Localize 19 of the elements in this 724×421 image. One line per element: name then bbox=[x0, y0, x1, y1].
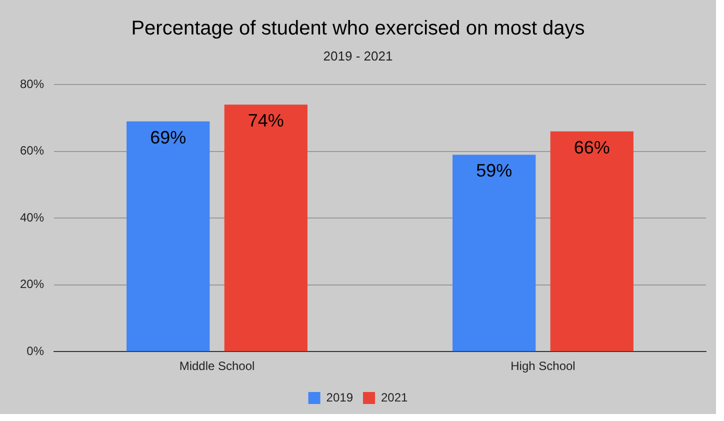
y-tick-label: 40% bbox=[20, 210, 44, 224]
data-label: 69% bbox=[150, 127, 186, 148]
bar bbox=[224, 104, 308, 352]
y-tick-label: 80% bbox=[20, 76, 44, 91]
bar bbox=[550, 131, 634, 352]
y-tick-label: 0% bbox=[26, 344, 44, 358]
data-label: 59% bbox=[476, 160, 512, 181]
legend-label: 2021 bbox=[381, 390, 408, 404]
y-tick-label: 20% bbox=[20, 277, 44, 292]
x-tick-label: High School bbox=[510, 359, 576, 374]
x-tick-label: Middle School bbox=[179, 359, 255, 374]
data-label: 74% bbox=[248, 110, 284, 131]
bar bbox=[126, 121, 210, 352]
legend-label: 2019 bbox=[326, 390, 354, 404]
chart-subtitle: 2019 - 2021 bbox=[323, 48, 393, 64]
y-tick-label: 60% bbox=[20, 144, 44, 158]
bar bbox=[452, 154, 536, 352]
data-label: 66% bbox=[574, 137, 610, 158]
chart-title: Percentage of student who exercised on most days bbox=[131, 18, 585, 40]
